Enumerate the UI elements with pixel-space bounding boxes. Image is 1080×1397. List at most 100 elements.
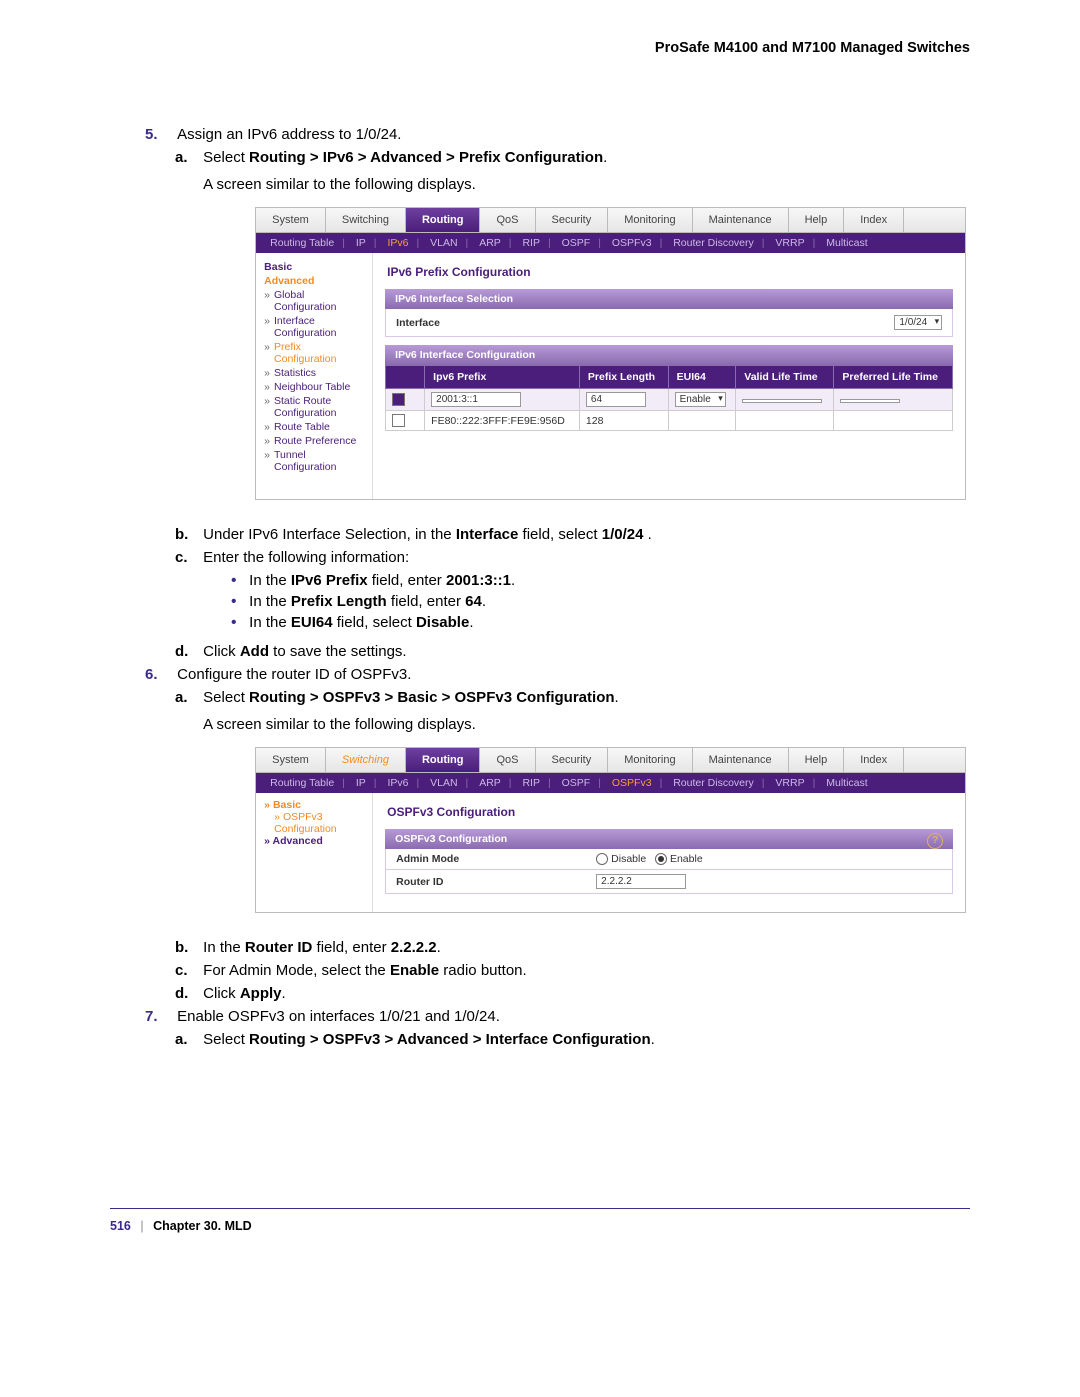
tab-security[interactable]: Security: [536, 208, 609, 232]
side-prefix-config[interactable]: Prefix Configuration: [264, 341, 364, 365]
side-interface-config[interactable]: Interface Configuration: [264, 315, 364, 339]
s5a-num: a.: [175, 149, 199, 166]
s5b-text: Under IPv6 Interface Selection, in the I…: [203, 526, 966, 543]
subtab-arp[interactable]: ARP: [479, 777, 501, 789]
enable-radio[interactable]: [655, 853, 667, 865]
subtab-routing-table[interactable]: Routing Table: [270, 777, 334, 789]
subtab-ospfv3[interactable]: OSPFv3: [612, 237, 652, 249]
sub-tabs: Routing Table| IP| IPv6| VLAN| ARP| RIP|…: [256, 233, 965, 253]
prefix-table: Ipv6 Prefix Prefix Length EUI64 Valid Li…: [385, 365, 953, 431]
admin-mode-label: Admin Mode: [396, 853, 596, 865]
step7-text: Enable OSPFv3 on interfaces 1/0/21 and 1…: [177, 1008, 962, 1025]
table-row: FE80::222:3FFF:FE9E:956D 128: [386, 411, 953, 431]
tab-index[interactable]: Index: [844, 208, 904, 232]
tab-qos[interactable]: QoS: [480, 748, 535, 772]
subtab-rip[interactable]: RIP: [522, 777, 540, 789]
subtab-ip[interactable]: IP: [356, 237, 366, 249]
s5a-para: A screen similar to the following displa…: [203, 176, 966, 193]
chapter-label: Chapter 30. MLD: [153, 1219, 252, 1233]
row1-eui64-dropdown[interactable]: Enable: [675, 392, 726, 407]
subtab-vrrp[interactable]: VRRP: [775, 237, 804, 249]
s5d-num: d.: [175, 643, 199, 660]
tab-system[interactable]: System: [256, 748, 326, 772]
side-basic[interactable]: Basic: [264, 261, 364, 273]
iface-label: Interface: [396, 317, 894, 329]
tab-routing[interactable]: Routing: [406, 748, 481, 772]
help-icon[interactable]: ?: [927, 833, 943, 849]
s6b-num: b.: [175, 939, 199, 956]
subtab-ipv6[interactable]: IPv6: [387, 237, 408, 249]
iface-dropdown[interactable]: 1/0/24: [894, 315, 942, 330]
s6d-num: d.: [175, 985, 199, 1002]
tab-routing[interactable]: Routing: [406, 208, 481, 232]
s6a-para: A screen similar to the following displa…: [203, 716, 966, 733]
s6c-num: c.: [175, 962, 199, 979]
subtab-multicast[interactable]: Multicast: [826, 777, 867, 789]
side-statistics[interactable]: Statistics: [264, 367, 364, 379]
s5a-text: Select Routing > IPv6 > Advanced > Prefi…: [203, 149, 966, 520]
row1-checkbox[interactable]: [392, 393, 405, 406]
side-ospfv3-config[interactable]: » OSPFv3 Configuration: [274, 811, 364, 835]
tab-qos[interactable]: QoS: [480, 208, 535, 232]
subtab-vlan[interactable]: VLAN: [430, 237, 457, 249]
subtab-ospfv3[interactable]: OSPFv3: [612, 777, 652, 789]
step5-num: 5.: [145, 126, 173, 143]
tab-maintenance[interactable]: Maintenance: [693, 208, 789, 232]
side-advanced[interactable]: » Advanced: [264, 835, 364, 847]
main-tabs2: System Switching Routing QoS Security Mo…: [256, 748, 965, 773]
subtab-ip[interactable]: IP: [356, 777, 366, 789]
tab-monitoring[interactable]: Monitoring: [608, 208, 692, 232]
side-neighbour-table[interactable]: Neighbour Table: [264, 381, 364, 393]
s6b-text: In the Router ID field, enter 2.2.2.2.: [203, 939, 966, 956]
s5c-text: Enter the following information: In the …: [203, 549, 966, 637]
bullet-item: In the Prefix Length field, enter 64.: [231, 593, 966, 610]
s5b-num: b.: [175, 526, 199, 543]
router-id-input[interactable]: 2.2.2.2: [596, 874, 686, 889]
s5d-text: Click Add to save the settings.: [203, 643, 966, 660]
tab-help[interactable]: Help: [789, 748, 845, 772]
row2-checkbox[interactable]: [392, 414, 405, 427]
subtab-arp[interactable]: ARP: [479, 237, 501, 249]
band-iface-config: IPv6 Interface Configuration: [385, 345, 953, 365]
subtab-router-discovery[interactable]: Router Discovery: [673, 237, 754, 249]
tab-index[interactable]: Index: [844, 748, 904, 772]
tab-system[interactable]: System: [256, 208, 326, 232]
side-tunnel-config[interactable]: Tunnel Configuration: [264, 449, 364, 473]
row1-length-input[interactable]: 64: [586, 392, 646, 407]
tab-help[interactable]: Help: [789, 208, 845, 232]
screenshot-ipv6-prefix: System Switching Routing QoS Security Mo…: [255, 207, 966, 500]
subtab-vrrp[interactable]: VRRP: [775, 777, 804, 789]
subtab-routing-table[interactable]: Routing Table: [270, 237, 334, 249]
s7a-num: a.: [175, 1031, 199, 1048]
disable-radio[interactable]: [596, 853, 608, 865]
subtab-rip[interactable]: RIP: [522, 237, 540, 249]
step6-num: 6.: [145, 666, 173, 683]
row1-prefix-input[interactable]: 2001:3::1: [431, 392, 521, 407]
row2-length: 128: [579, 411, 668, 431]
side-route-table[interactable]: Route Table: [264, 421, 364, 433]
subtab-ospf[interactable]: OSPF: [562, 777, 591, 789]
s6d-text: Click Apply.: [203, 985, 966, 1002]
tab-security[interactable]: Security: [536, 748, 609, 772]
step6-text: Configure the router ID of OSPFv3.: [177, 666, 962, 683]
row1-valid-input[interactable]: [742, 399, 822, 403]
subtab-ospf[interactable]: OSPF: [562, 237, 591, 249]
s6a-num: a.: [175, 689, 199, 706]
row1-preferred-input[interactable]: [840, 399, 900, 403]
side-global-config[interactable]: Global Configuration: [264, 289, 364, 313]
tab-monitoring[interactable]: Monitoring: [608, 748, 692, 772]
tab-switching[interactable]: Switching: [326, 208, 406, 232]
subtab-multicast[interactable]: Multicast: [826, 237, 867, 249]
sub-tabs2: Routing Table| IP| IPv6| VLAN| ARP| RIP|…: [256, 773, 965, 793]
step5-text: Assign an IPv6 address to 1/0/24.: [177, 126, 962, 143]
side-route-preference[interactable]: Route Preference: [264, 435, 364, 447]
side-basic[interactable]: » Basic: [264, 799, 364, 811]
col-eui64: EUI64: [668, 366, 736, 389]
subtab-router-discovery[interactable]: Router Discovery: [673, 777, 754, 789]
side-static-route[interactable]: Static Route Configuration: [264, 395, 364, 419]
tab-switching[interactable]: Switching: [326, 748, 406, 772]
side-advanced[interactable]: Advanced: [264, 275, 364, 287]
subtab-vlan[interactable]: VLAN: [430, 777, 457, 789]
tab-maintenance[interactable]: Maintenance: [693, 748, 789, 772]
subtab-ipv6[interactable]: IPv6: [387, 777, 408, 789]
